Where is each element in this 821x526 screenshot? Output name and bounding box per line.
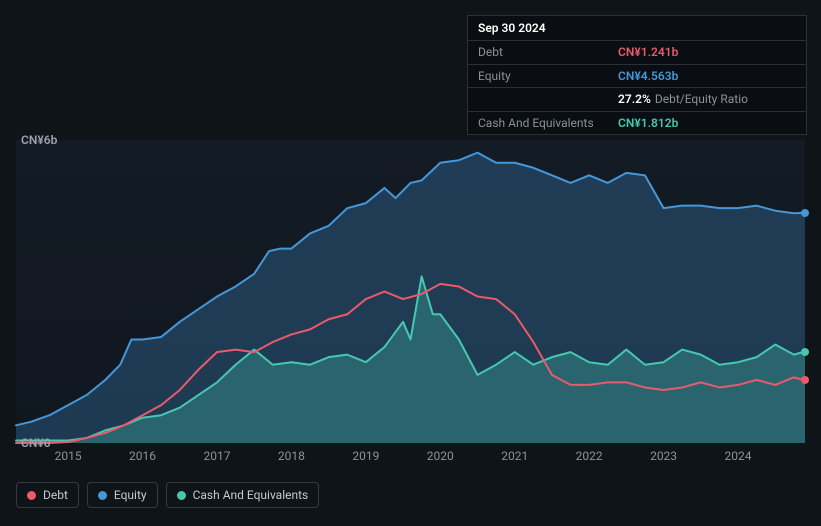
tooltip-row-label: Debt: [478, 45, 618, 59]
legend: Debt Equity Cash And Equivalents: [16, 482, 319, 508]
x-axis-label: 2021: [501, 449, 528, 463]
legend-swatch: [177, 491, 186, 500]
tooltip-row: EquityCN¥4.563b: [468, 65, 806, 88]
chart-tooltip: Sep 30 2024 DebtCN¥1.241bEquityCN¥4.563b…: [467, 15, 807, 135]
y-axis-label: CN¥6b: [21, 133, 57, 147]
legend-item-cash[interactable]: Cash And Equivalents: [166, 482, 320, 508]
legend-swatch: [98, 491, 107, 500]
x-axis-label: 2023: [650, 449, 677, 463]
tooltip-row-label: Equity: [478, 69, 618, 83]
x-axis-label: 2020: [427, 449, 454, 463]
x-axis-label: 2017: [203, 449, 230, 463]
x-axis-label: 2022: [576, 449, 603, 463]
x-axis-label: 2016: [129, 449, 156, 463]
tooltip-row: 27.2% Debt/Equity Ratio: [468, 88, 806, 111]
x-axis-label: 2018: [278, 449, 305, 463]
end-marker-equity: [801, 209, 809, 217]
tooltip-date: Sep 30 2024: [468, 16, 806, 41]
legend-label: Debt: [43, 488, 68, 502]
legend-label: Equity: [114, 488, 147, 502]
legend-item-equity[interactable]: Equity: [87, 482, 158, 508]
plot-svg: [16, 140, 805, 443]
tooltip-row-value: 27.2%: [618, 92, 651, 106]
legend-label: Cash And Equivalents: [193, 488, 309, 502]
x-axis-label: 2019: [352, 449, 379, 463]
end-marker-debt: [801, 376, 809, 384]
tooltip-row-value: CN¥4.563b: [618, 69, 678, 83]
tooltip-row-extra: Debt/Equity Ratio: [655, 92, 748, 106]
debt-equity-chart[interactable]: CN¥6bCN¥0 201520162017201820192020202120…: [16, 118, 805, 443]
end-marker-cash: [801, 348, 809, 356]
tooltip-row-value: CN¥1.241b: [618, 45, 678, 59]
legend-item-debt[interactable]: Debt: [16, 482, 79, 508]
y-axis-label: CN¥0: [21, 436, 51, 450]
x-axis-label: 2024: [725, 449, 752, 463]
tooltip-row: DebtCN¥1.241b: [468, 41, 806, 64]
legend-swatch: [27, 491, 36, 500]
x-axis-label: 2015: [55, 449, 82, 463]
